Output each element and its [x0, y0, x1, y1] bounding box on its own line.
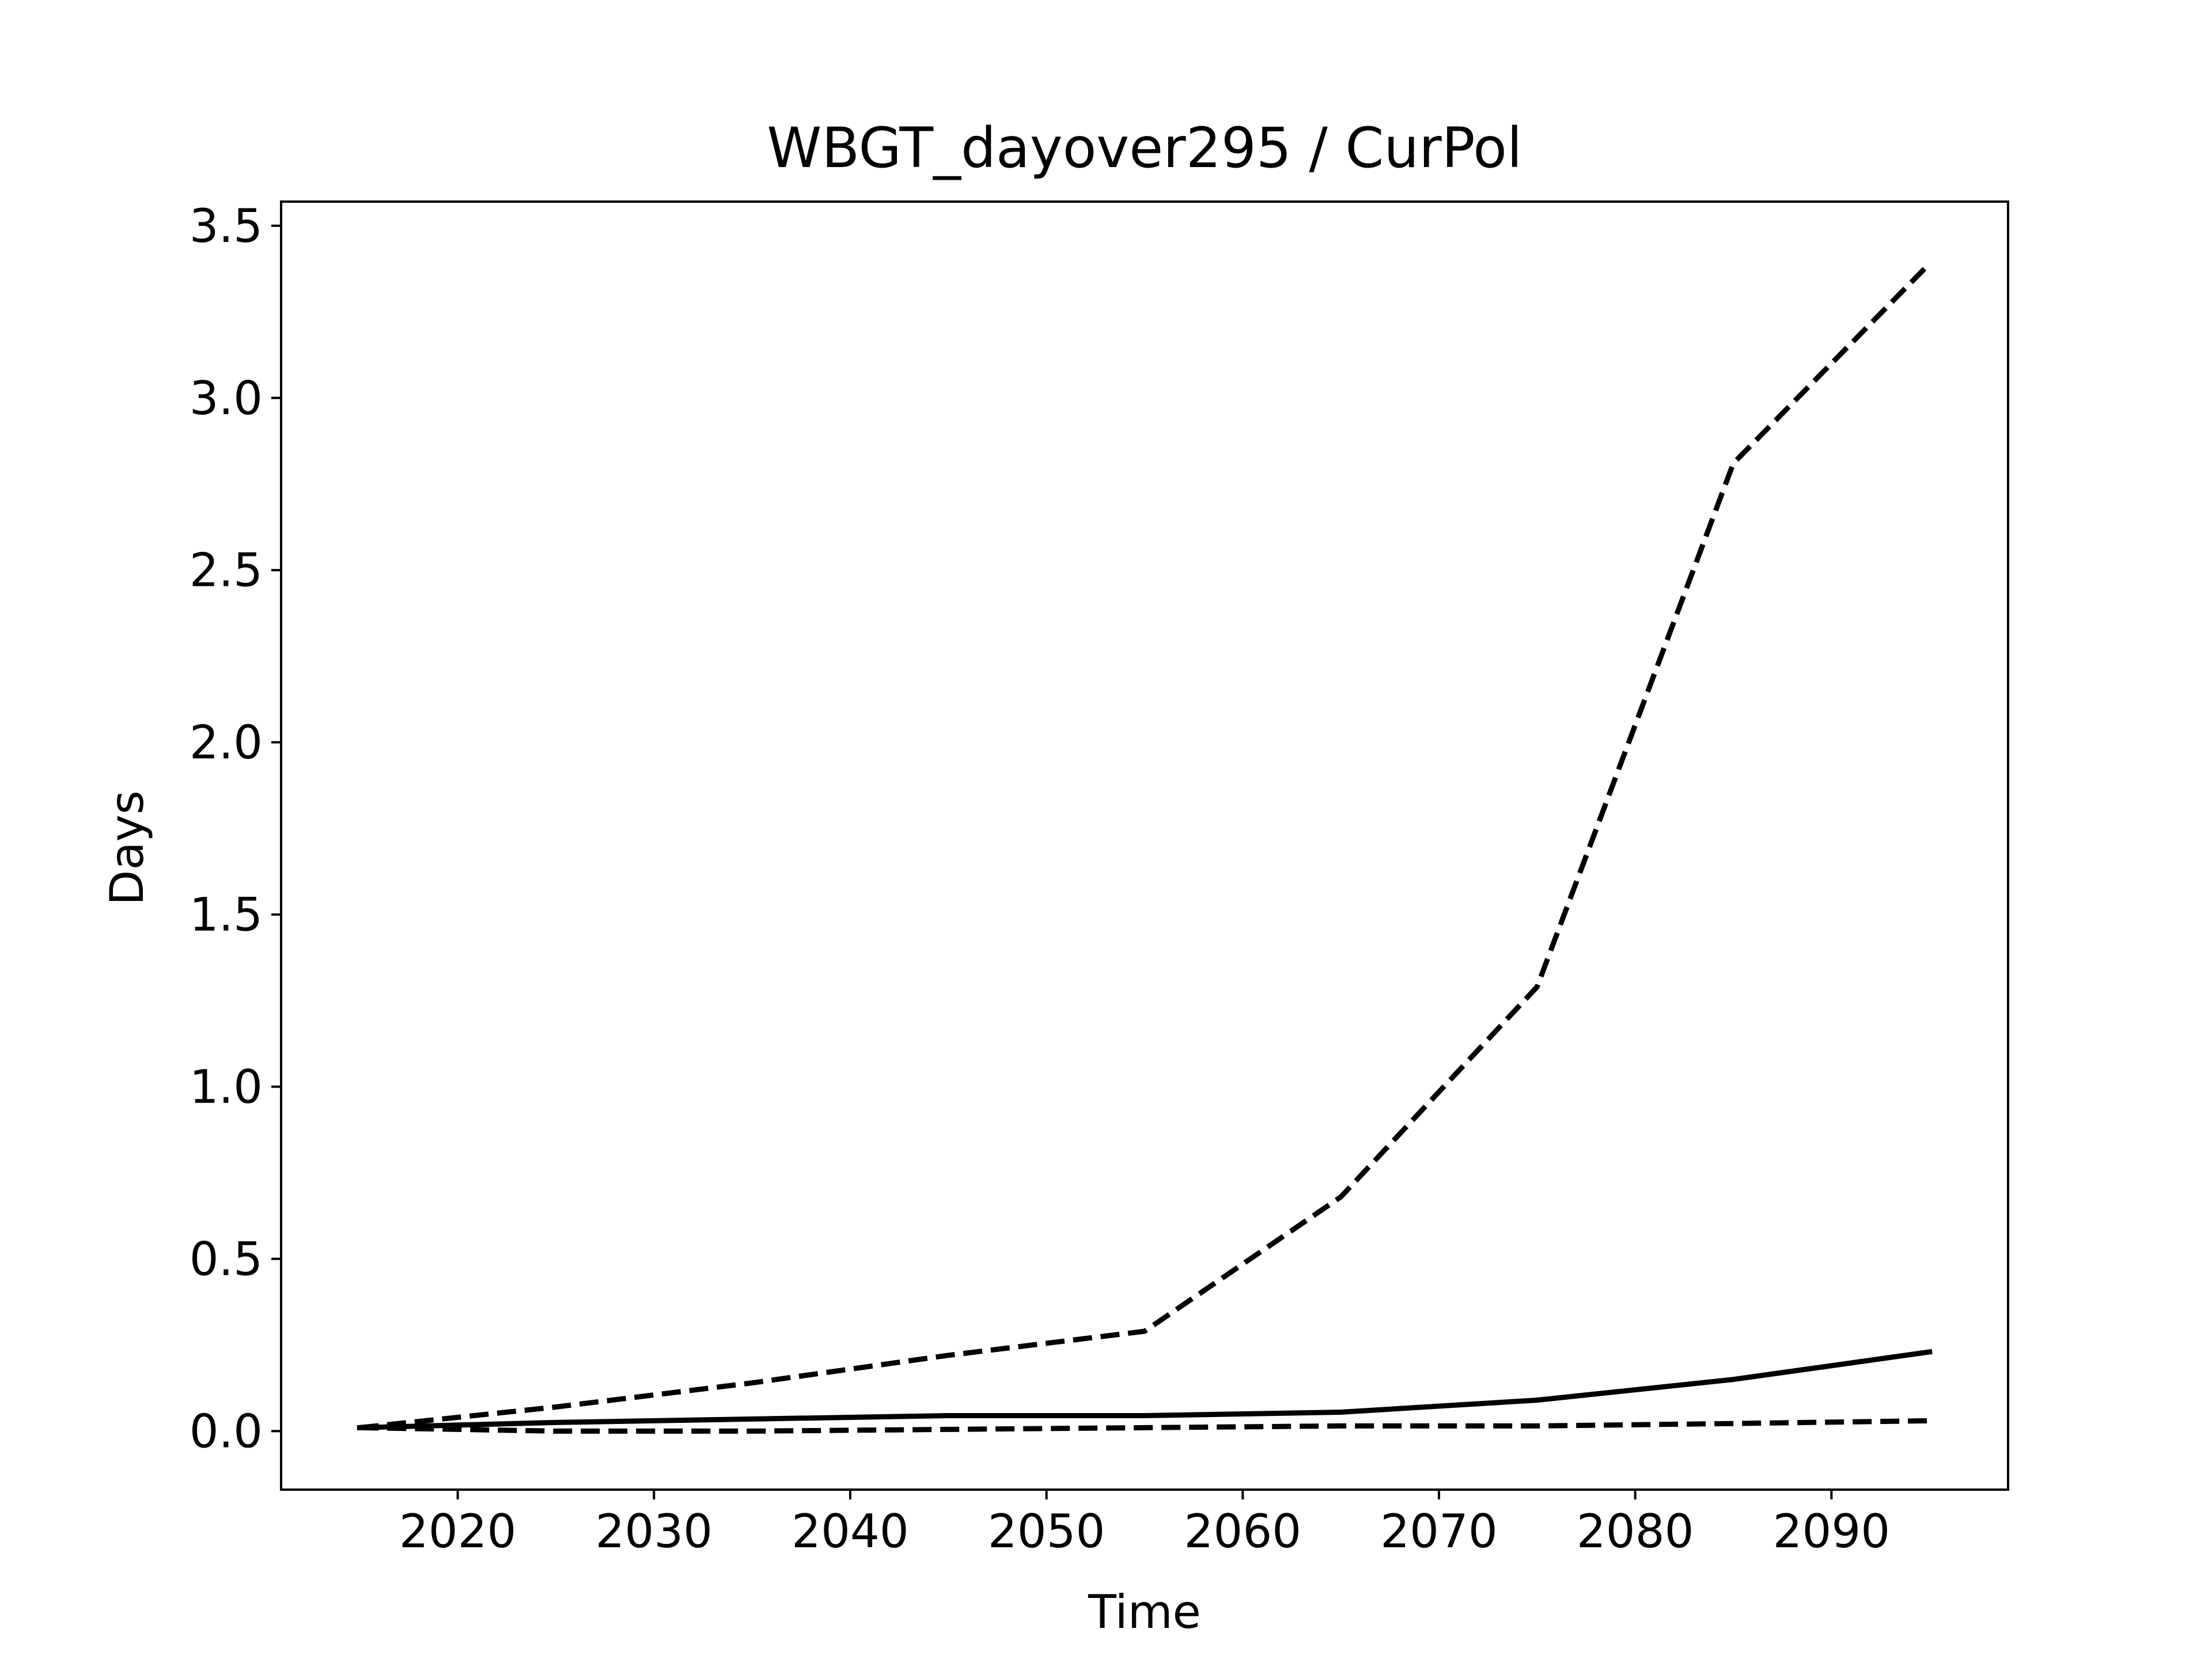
y-axis-label: Days — [100, 790, 154, 906]
plot-marks — [357, 262, 1933, 1434]
y-tick-label: 1.0 — [190, 1060, 263, 1114]
chart-title: WBGT_dayover295 / CurPol — [767, 116, 1522, 180]
x-tick-label: 2030 — [595, 1505, 713, 1558]
x-tick-label: 2060 — [1184, 1505, 1302, 1558]
x-tick-label: 2090 — [1773, 1505, 1891, 1558]
x-axis: 2020 2030 2040 2050 2060 2070 2080 2090 — [399, 1490, 1890, 1558]
y-tick-label: 3.0 — [190, 372, 263, 425]
x-tick-label: 2070 — [1380, 1505, 1498, 1558]
y-tick-label: 2.0 — [190, 716, 263, 770]
plot-frame — [280, 200, 2009, 1491]
x-tick-label: 2080 — [1577, 1505, 1694, 1558]
y-tick-label: 0.0 — [190, 1404, 263, 1458]
y-tick-label: 0.5 — [190, 1232, 263, 1286]
y-tick-label: 3.5 — [190, 199, 263, 253]
x-tick-label: 2040 — [791, 1505, 909, 1558]
y-axis: 0.0 0.5 1.0 1.5 2.0 2.5 3.0 3.5 — [190, 199, 281, 1458]
y-tick-label: 2.5 — [190, 544, 263, 597]
x-axis-label: Time — [1088, 1585, 1201, 1639]
x-tick-label: 2020 — [399, 1505, 517, 1558]
series-line-2 — [359, 262, 1931, 1430]
y-tick-label: 1.5 — [190, 888, 263, 942]
x-tick-label: 2050 — [988, 1505, 1105, 1558]
series-line-3 — [359, 1418, 1930, 1434]
series-line-1 — [357, 1349, 1933, 1431]
